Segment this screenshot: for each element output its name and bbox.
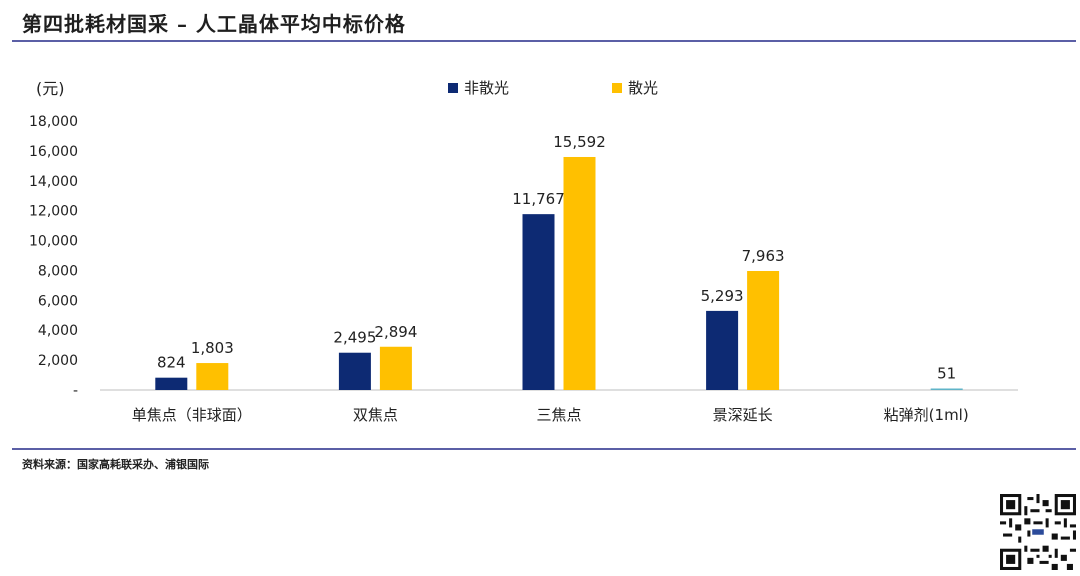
bar (706, 310, 739, 390)
data-label: 15,592 (553, 133, 606, 151)
bar (155, 377, 188, 390)
page-title: 第四批耗材国采 – 人工晶体平均中标价格 (22, 12, 406, 36)
bar (747, 270, 780, 390)
y-tick-label: 8,000 (38, 263, 78, 279)
y-tick-label: 18,000 (29, 114, 78, 130)
data-label: 5,293 (701, 287, 744, 305)
data-label: 2,894 (374, 323, 417, 341)
legend-swatch (612, 83, 622, 93)
bar (522, 214, 555, 390)
footer-divider (12, 448, 1076, 450)
data-label: 7,963 (742, 247, 785, 265)
y-tick-label: 14,000 (29, 174, 78, 190)
data-label: 11,767 (512, 190, 565, 208)
y-tick-label: 16,000 (29, 144, 78, 160)
data-label: 824 (157, 354, 186, 372)
bar (379, 346, 412, 390)
x-tick-label: 粘弹剂(1ml) (884, 406, 969, 424)
bar (196, 363, 229, 390)
bar (338, 352, 371, 390)
data-label: 2,495 (333, 329, 376, 347)
bar (930, 388, 963, 390)
source-note: 资料来源：国家高耗联采办、浦银国际 (22, 458, 209, 471)
bar-chart: (元) - 2,000 4,000 6,000 8,000 10,000 12,000 14,0… (29, 79, 1018, 424)
legend-label: 非散光 (464, 79, 509, 97)
x-tick-label: 单焦点（非球面） (132, 406, 252, 424)
qr-code-image (1000, 494, 1076, 570)
x-tick-label: 双焦点 (353, 406, 398, 424)
y-tick-label: 6,000 (38, 293, 78, 309)
legend-swatch (448, 83, 458, 93)
y-tick-label: 2,000 (38, 353, 78, 369)
y-axis-unit-label: (元) (36, 79, 65, 98)
y-tick-label: - (73, 383, 78, 399)
x-tick-label: 景深延长 (713, 406, 773, 424)
bar (563, 156, 596, 390)
title-divider (12, 40, 1076, 42)
data-label: 51 (937, 365, 956, 383)
legend-label: 散光 (628, 79, 658, 97)
y-tick-label: 4,000 (38, 323, 78, 339)
y-tick-label: 10,000 (29, 234, 78, 250)
y-tick-label: 12,000 (29, 204, 78, 220)
x-tick-label: 三焦点 (536, 406, 581, 424)
data-label: 1,803 (191, 339, 234, 357)
